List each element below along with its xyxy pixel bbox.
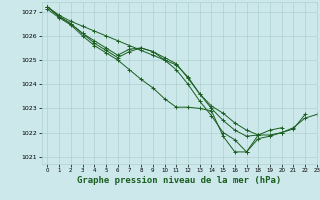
- X-axis label: Graphe pression niveau de la mer (hPa): Graphe pression niveau de la mer (hPa): [77, 176, 281, 185]
